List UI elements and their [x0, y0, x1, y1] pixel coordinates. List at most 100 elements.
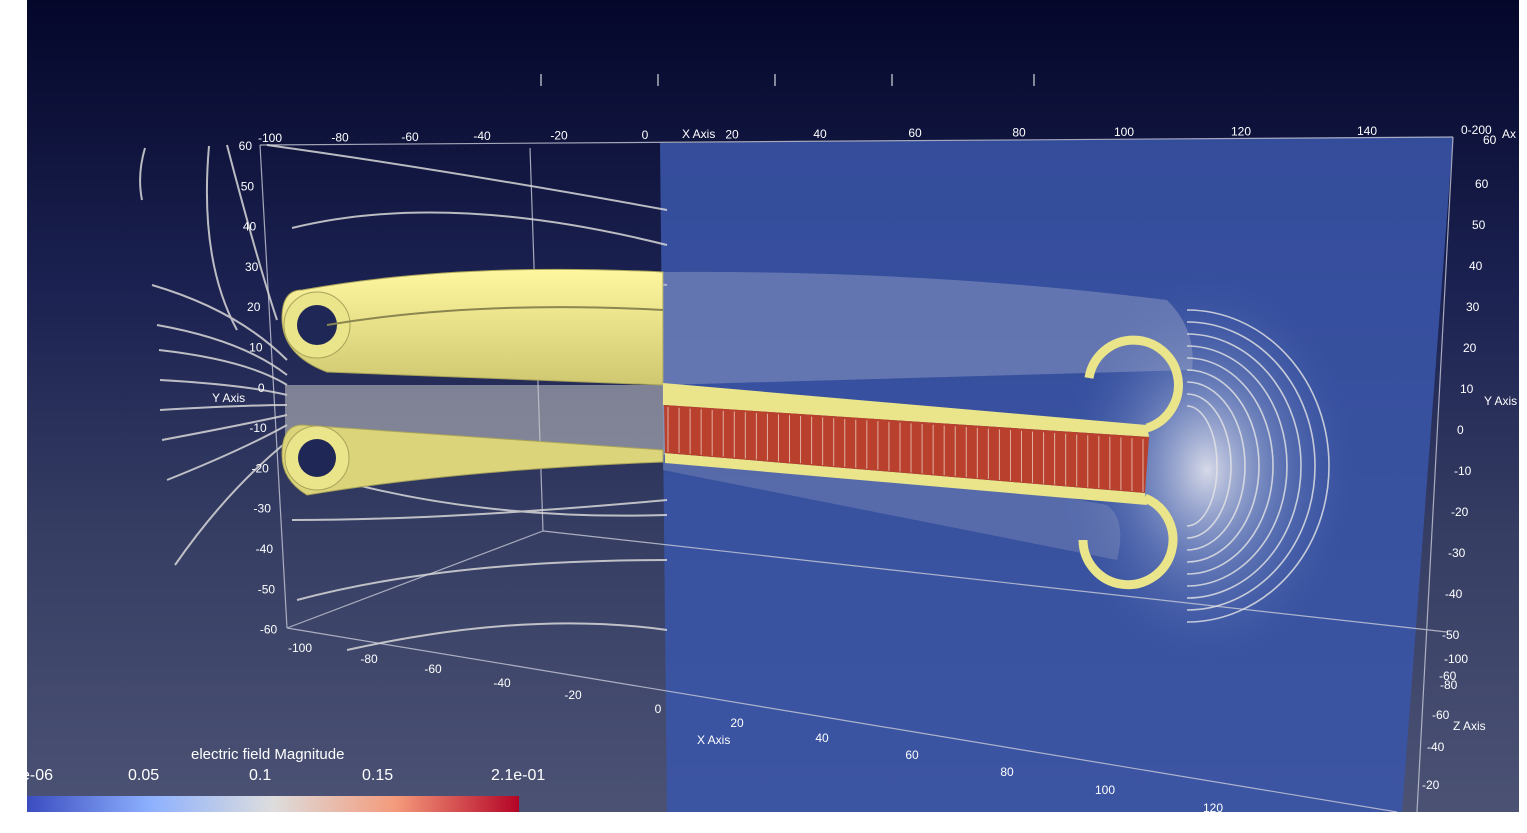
- right-y-tick: 60: [1475, 177, 1489, 191]
- streamline-arc: [1186, 381, 1246, 551]
- top-x-tick: 60: [908, 126, 922, 140]
- right-y-tick: -40: [1445, 587, 1463, 601]
- legend-label-2: 0.1: [249, 767, 272, 784]
- bottom-x-axis-title: X Axis: [697, 733, 730, 747]
- streamline-arc: [1186, 357, 1274, 575]
- legend-title: electric field Magnitude: [191, 746, 345, 763]
- lower-electrode-hole: [298, 439, 336, 477]
- right-y-tick: 30: [1466, 300, 1480, 314]
- top-x-tick: 140: [1357, 124, 1377, 138]
- right-y-ticks: 60 50 40 30 20 10 0 -10 -20 -30 -40 -50 -60: [1439, 177, 1489, 683]
- left-y-tick: 30: [245, 260, 259, 274]
- top-corner-label-1: 60: [1483, 133, 1497, 147]
- upper-plate-slice: [663, 383, 1149, 437]
- left-y-tick: -50: [258, 582, 276, 596]
- upper-electrode-ghost: [663, 271, 1193, 385]
- top-x-tick: -20: [550, 129, 568, 143]
- top-x-tick: 40: [813, 127, 827, 141]
- z-tick: -60: [1432, 708, 1450, 722]
- bottom-x-tick: 60: [905, 748, 919, 762]
- right-y-tick: 50: [1472, 218, 1486, 232]
- z-tick: -100: [1444, 652, 1468, 666]
- high-field-region: [664, 405, 1149, 493]
- left-y-tick: 10: [249, 341, 263, 355]
- top-x-tick: 0: [642, 128, 649, 142]
- legend-label-max: 2.1e-01: [491, 767, 546, 784]
- top-x-tick: -100: [258, 131, 282, 145]
- top-corner-label-0: 0-200: [1461, 123, 1492, 137]
- left-y-tick: 0: [258, 381, 265, 395]
- bottom-x-tick: 0: [655, 702, 662, 716]
- bottom-x-ticks: -100 -80 -60 -40 -20 0 20 40 60 80 100 120: [288, 641, 1223, 812]
- bottom-x-tick: -60: [424, 662, 442, 676]
- lower-electrode-ghost: [663, 455, 1121, 560]
- streamline-arc: [1186, 393, 1232, 539]
- right-y-axis-title: Y Axis: [1484, 394, 1517, 408]
- z-tick: -20: [1422, 778, 1440, 792]
- upper-electrode-hook: [1084, 335, 1183, 433]
- high-field-hatch: [667, 407, 1144, 492]
- bottom-x-tick: -100: [288, 641, 312, 655]
- top-x-tick: 80: [1012, 126, 1026, 140]
- streamline-arc: [1186, 309, 1330, 623]
- field-scene[interactable]: -100 -80 -60 -40 -20 0 20 40 60 80 100 120 140 X Axi…: [27, 0, 1519, 812]
- right-y-tick: 0: [1457, 423, 1464, 437]
- top-tick-marks: [540, 74, 1035, 86]
- left-y-tick: 60: [239, 139, 253, 153]
- left-y-tick: 50: [241, 179, 255, 193]
- lower-electrode-left: [281, 424, 664, 496]
- streamline-arcs-right: [1186, 309, 1330, 623]
- left-y-tick: 40: [243, 220, 257, 234]
- left-y-ticks: 60 50 40 30 20 10 0 -10 -20 -30 -40 -50 -60: [239, 139, 278, 637]
- top-x-tick: 100: [1114, 125, 1134, 139]
- right-y-tick: -30: [1448, 546, 1466, 560]
- right-y-tick: 20: [1463, 341, 1477, 355]
- z-axis-title: Z Axis: [1453, 719, 1486, 733]
- bottom-x-tick: -40: [493, 676, 511, 690]
- bottom-x-tick: -20: [564, 688, 582, 702]
- right-z-ticks: -100-80-60-40-20: [1422, 652, 1468, 792]
- left-y-tick: -20: [251, 461, 269, 475]
- streamline-arc: [1186, 405, 1218, 527]
- left-y-tick: 20: [247, 300, 261, 314]
- top-x-tick: 120: [1231, 124, 1251, 138]
- legend-label-1: 0.05: [128, 767, 160, 784]
- streamline-arc: [1186, 369, 1260, 563]
- streamline-arc: [1186, 321, 1316, 611]
- streamline-arc: [1186, 345, 1288, 587]
- upper-electrode-hole: [297, 305, 337, 345]
- left-y-tick: -10: [249, 421, 267, 435]
- top-corner-label-2: Ax: [1502, 127, 1516, 141]
- right-y-tick: -10: [1454, 464, 1472, 478]
- color-legend-bar: [27, 796, 519, 812]
- top-x-ticks: -100 -80 -60 -40 -20 0 20 40 60 80 100 120 140: [258, 124, 1377, 145]
- top-x-tick: -60: [401, 130, 419, 144]
- left-y-axis-title: Y Axis: [212, 391, 245, 405]
- top-x-tick: 20: [725, 127, 739, 141]
- right-y-tick: -20: [1451, 505, 1469, 519]
- bottom-x-tick: 20: [730, 716, 744, 730]
- bottom-x-tick: 120: [1203, 801, 1223, 812]
- lower-electrode-hook: [1078, 493, 1178, 590]
- bounding-box: [259, 136, 1454, 812]
- lower-plate-slice: [665, 453, 1147, 505]
- left-y-tick: -60: [260, 623, 278, 637]
- left-y-tick: -30: [254, 502, 272, 516]
- right-y-tick: 40: [1469, 259, 1483, 273]
- z-tick: -40: [1427, 740, 1445, 754]
- bottom-x-tick: -80: [360, 652, 378, 666]
- top-x-tick: -80: [331, 130, 349, 144]
- upper-electrode-left: [281, 268, 664, 386]
- upper-tube-inner: [326, 306, 664, 326]
- z-tick: -80: [1440, 678, 1458, 692]
- bottom-x-tick: 100: [1095, 783, 1115, 797]
- streamline-arc: [1186, 333, 1302, 599]
- left-y-tick: -40: [256, 542, 274, 556]
- right-y-tick: -60: [1439, 669, 1457, 683]
- bottom-x-tick: 40: [815, 731, 829, 745]
- top-x-tick: -40: [473, 129, 491, 143]
- streamlines: [139, 144, 668, 651]
- 3d-render-viewport[interactable]: -100 -80 -60 -40 -20 0 20 40 60 80 100 120 140 X Axi…: [27, 0, 1519, 812]
- legend-label-3: 0.15: [362, 767, 394, 784]
- top-x-axis-title: X Axis: [682, 127, 715, 141]
